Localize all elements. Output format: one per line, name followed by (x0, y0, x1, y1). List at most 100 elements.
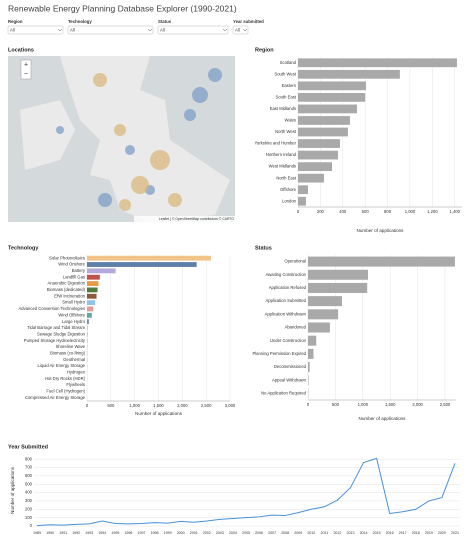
bar (308, 322, 330, 333)
line-series (36, 457, 456, 527)
dropdown[interactable] (7, 25, 64, 35)
dropdown-caret (222, 28, 228, 32)
y-tick-label: Flywheels (66, 382, 85, 387)
map-panel: Locations + − Leaflet | © OpenStreetMap … (8, 47, 235, 222)
x-tick-label: 1,000 (405, 209, 416, 214)
y-tick-label: Under Construction (270, 338, 307, 343)
page-title: Renewable Energy Planning Database Explo… (8, 3, 237, 13)
x-tick-label: 1,500 (153, 403, 164, 408)
x-tick-label: 3,000 (225, 403, 236, 408)
dropdown-caret (57, 28, 63, 32)
y-tick-label: London (282, 198, 297, 203)
x-tick-label: 1999 (164, 531, 172, 535)
filter-label: Technology (68, 19, 92, 24)
bar (298, 150, 338, 160)
map-markers (56, 68, 222, 207)
y-tick-label: 400 (25, 490, 33, 495)
x-tick-label: 200 (317, 209, 325, 214)
x-tick-label: 0 (297, 209, 300, 214)
y-tick-label: East Midlands (270, 106, 296, 111)
bar (308, 348, 314, 359)
x-tick-label: 500 (107, 403, 115, 408)
bar (308, 362, 310, 373)
y-tick-label: Compressed Air Energy Storage (25, 395, 86, 400)
panel-title: Locations (8, 47, 34, 53)
y-tick-label: EfW Incineration (54, 293, 85, 298)
x-tick-label: 2,500 (201, 403, 212, 408)
y-tick-label: Offshore (280, 187, 297, 192)
x-tick-label: 1991 (59, 531, 67, 535)
x-tick-label: 1992 (72, 531, 80, 535)
y-tick-label: Battery (72, 268, 86, 273)
y-tick-label: Large Hydro (62, 319, 86, 324)
x-tick-label: 2003 (216, 531, 224, 535)
attribution-bg (134, 216, 235, 222)
x-tick-label: 600 (362, 209, 370, 214)
panel-title: Year Submitted (8, 444, 48, 450)
dropdown[interactable] (67, 25, 154, 35)
y-tick-label: Northern Ireland (266, 152, 297, 157)
filter-label: Status (158, 19, 172, 24)
x-tick-label: 1990 (46, 531, 54, 535)
bar (87, 312, 92, 318)
x-tick-label: 2019 (425, 531, 433, 535)
x-tick-label: 1998 (151, 531, 159, 535)
y-tick-label: Geothermal (63, 357, 85, 362)
y-tick-label: 500 (25, 481, 33, 486)
filter-label: Year submitted (233, 19, 264, 24)
y-tick-label: 0 (30, 523, 33, 528)
y-tick-label: North East (276, 175, 297, 180)
x-tick-label: 2002 (203, 531, 211, 535)
bar (87, 319, 89, 325)
y-tick-label: Appeal Withdrawn (272, 377, 307, 382)
x-tick-label: 400 (339, 209, 347, 214)
bar (87, 255, 211, 261)
y-tick-label: Hydrogen (67, 370, 86, 375)
x-tick-label: 1989 (33, 531, 41, 535)
y-tick-label: Liquid Air Energy Storage (38, 363, 86, 368)
zoom-in[interactable]: + (24, 61, 28, 68)
y-tick-label: No Application Required (261, 391, 307, 396)
x-axis-label: Number of applications (135, 411, 183, 416)
dropdown-caret (147, 28, 153, 32)
map-markers (93, 73, 182, 211)
y-tick-label: Biomass (co-firing) (50, 351, 86, 356)
y-tick-label: Landfill Gas (63, 274, 85, 279)
land (20, 100, 75, 170)
y-tick-label: Pumped Storage Hydroelectricity (24, 338, 86, 343)
y-tick-label: South West (274, 71, 296, 76)
y-tick-label: Yorkshire and Humber (254, 141, 296, 146)
y-tick-label: Wales (285, 118, 296, 123)
y-tick-label: Biomass (dedicated) (47, 287, 86, 292)
y-tick-label: Tidal Barrage and Tidal Stream (27, 325, 85, 330)
zoom-control[interactable] (20, 59, 32, 80)
x-tick-label: 500 (332, 402, 340, 407)
x-tick-label: 2,500 (440, 402, 451, 407)
y-tick-label: Hot Dry Rocks (HDR) (45, 376, 86, 381)
zoom-out[interactable]: − (24, 71, 28, 78)
y-tick-label: 800 (25, 456, 33, 461)
y-tick-label: Shoreline Wave (56, 344, 86, 349)
dropdown[interactable] (157, 25, 229, 35)
x-tick-label: 800 (384, 209, 392, 214)
x-tick-label: 1,000 (358, 402, 369, 407)
y-tick-label: Fuel Cell (Hydrogen) (46, 389, 85, 394)
panel-title: Region (255, 47, 274, 53)
bar (298, 127, 348, 137)
y-tick-label: Small Hydro (62, 300, 85, 305)
x-axis-label: Number of applications (359, 416, 407, 421)
bar (298, 69, 400, 79)
bar (87, 274, 100, 280)
bar (87, 262, 197, 267)
bar (308, 296, 342, 307)
x-tick-label: 1993 (85, 531, 93, 535)
dropdown[interactable] (232, 25, 249, 35)
y-tick-label: Operational (284, 259, 306, 264)
y-tick-label: 700 (25, 465, 33, 470)
dropdown-caret (242, 28, 248, 32)
x-tick-label: 2007 (268, 531, 276, 535)
y-tick-label: Eastern (282, 83, 297, 88)
x-tick-label: 1996 (124, 531, 132, 535)
bar (298, 116, 350, 125)
y-tick-label: 600 (25, 473, 33, 478)
